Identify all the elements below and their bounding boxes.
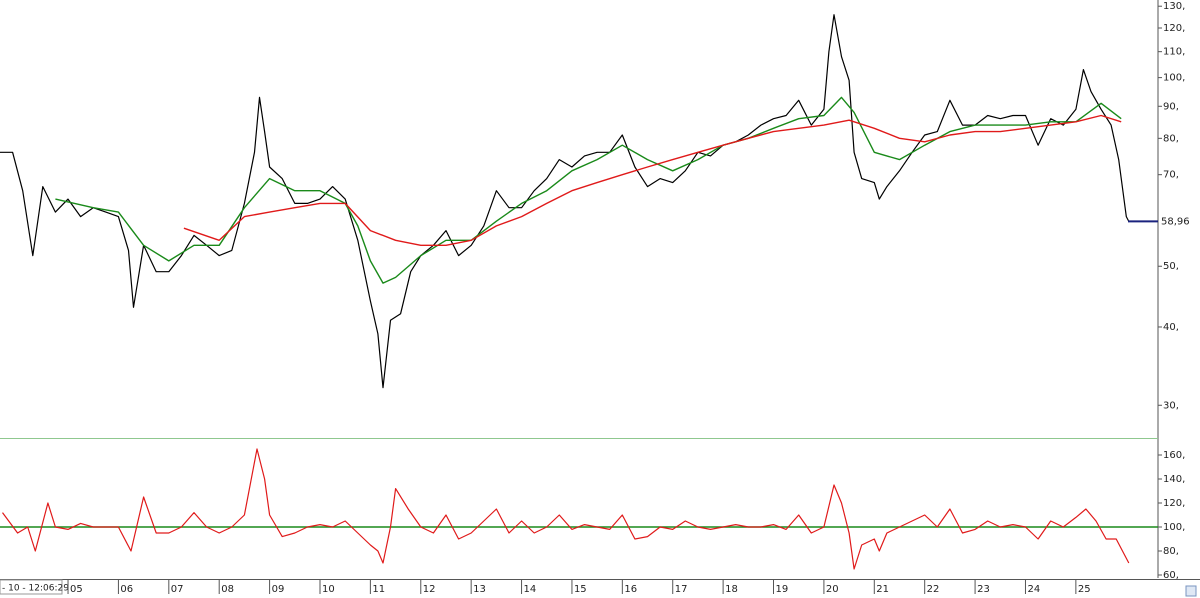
y-tick-label: 100,	[1163, 522, 1185, 533]
x-tick-label: 25	[1078, 584, 1091, 595]
x-tick-label: 15	[574, 584, 587, 595]
x-tick-label: 09	[272, 584, 285, 595]
x-tick-label: 06	[120, 584, 133, 595]
y-tick-label: 120,	[1163, 498, 1185, 509]
series-line	[0, 14, 1130, 389]
x-tick-label: 17	[675, 584, 688, 595]
y-tick-label: 130,	[1163, 1, 1185, 12]
x-tick-label: 22	[927, 584, 940, 595]
x-tick-label: 21	[876, 584, 889, 595]
y-tick-label: 90,	[1163, 101, 1179, 112]
x-tick-label: 16	[624, 584, 637, 595]
y-tick-label: 40,	[1163, 322, 1179, 333]
x-tick-label: 13	[473, 584, 486, 595]
y-tick-label: 80,	[1163, 546, 1179, 557]
last-price-box	[1159, 214, 1200, 229]
series-line	[2, 448, 1130, 570]
status-box	[0, 579, 63, 595]
x-tick-label: 07	[171, 584, 184, 595]
x-tick-label: 24	[1027, 584, 1040, 595]
x-tick-label: 05	[70, 584, 83, 595]
y-tick-label: 160,	[1163, 450, 1185, 461]
series-line	[183, 114, 1122, 246]
y-tick-label: 100,	[1163, 73, 1185, 84]
series-line	[55, 96, 1122, 284]
status-text: - 10 - 12:06:29	[2, 584, 69, 594]
y-tick-label: 70,	[1163, 170, 1179, 181]
x-tick-label: 12	[423, 584, 436, 595]
x-tick-label: 23	[977, 584, 990, 595]
x-tick-label: 14	[524, 584, 537, 595]
y-tick-label: 50,	[1163, 261, 1179, 272]
y-tick-label: 80,	[1163, 133, 1179, 144]
y-tick-label: 110,	[1163, 47, 1185, 58]
x-tick-label: 20	[826, 584, 839, 595]
corner-icon[interactable]	[1185, 585, 1197, 597]
y-tick-label: 120,	[1163, 23, 1185, 34]
x-tick-label: 10	[322, 584, 335, 595]
last-price-label: 58,96	[1161, 216, 1190, 227]
y-tick-label: 60,	[1163, 570, 1179, 581]
x-tick-label: 08	[221, 584, 234, 595]
y-tick-label: 30,	[1163, 400, 1179, 411]
x-tick-label: 19	[776, 584, 789, 595]
y-tick-label: 140,	[1163, 474, 1185, 485]
x-tick-label: 11	[372, 584, 385, 595]
x-tick-label: 18	[725, 584, 738, 595]
